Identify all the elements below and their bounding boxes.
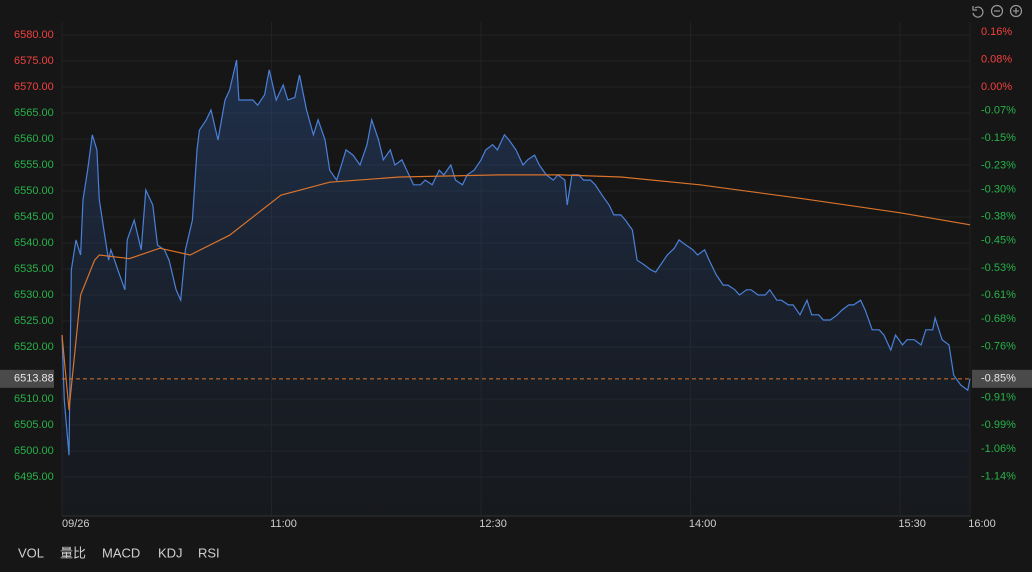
series-line	[61, 59, 971, 456]
indicator-tab[interactable]: KDJ	[158, 545, 183, 560]
last-price-box	[0, 369, 54, 388]
y-tick-label: 6505.00	[14, 419, 54, 431]
y2-tick-label: -1.06%	[981, 443, 1016, 455]
reset-button[interactable]	[972, 6, 984, 18]
y-tick-label: 6510.00	[14, 393, 54, 405]
price-area	[62, 60, 970, 516]
y2-tick-label: -0.76%	[981, 340, 1016, 352]
y2-tick-label: -0.45%	[981, 235, 1016, 247]
y-tick-label: 6565.00	[14, 107, 54, 119]
toolbar	[972, 4, 1023, 18]
y2-tick-label: -0.99%	[981, 419, 1016, 431]
y-tick-label: 6560.00	[14, 133, 54, 145]
last-change-box	[972, 369, 1032, 388]
series-line	[61, 174, 971, 410]
y2-tick-label: 0.08%	[981, 53, 1012, 65]
y-tick-label: 6530.00	[14, 289, 54, 301]
y2-tick-label: -0.23%	[981, 159, 1016, 171]
x-tick-label: 11:00	[270, 518, 297, 530]
y2-tick-label: -1.14%	[981, 470, 1016, 482]
y2-tick-label: -0.68%	[981, 313, 1016, 325]
last-price-label: 6513.88	[14, 373, 54, 385]
y2-tick-label: -0.38%	[981, 211, 1016, 223]
y-tick-label: 6545.00	[14, 211, 54, 223]
indicator-tab[interactable]: VOL	[18, 545, 44, 560]
indicator-tab[interactable]: 量比	[60, 545, 86, 560]
zoom-in-button[interactable]	[1009, 4, 1023, 18]
y2-tick-label: -0.91%	[981, 392, 1016, 404]
x-tick-label: 15:30	[898, 518, 926, 530]
indicator-tabs: VOL 量比 MACD KDJ RSI	[18, 545, 220, 560]
y2-tick-label: -0.30%	[981, 183, 1016, 195]
indicator-tab[interactable]: RSI	[198, 545, 220, 560]
y-tick-label: 6555.00	[14, 159, 54, 171]
y-tick-label: 6525.00	[14, 315, 54, 327]
last-change-label: -0.85%	[981, 373, 1016, 385]
y2-tick-label: -0.53%	[981, 262, 1016, 274]
x-tick-label: 12:30	[479, 518, 507, 530]
y-tick-label: 6500.00	[14, 445, 54, 457]
y2-tick-label: -0.07%	[981, 105, 1016, 117]
y-tick-label: 6520.00	[14, 341, 54, 353]
y-tick-label: 6540.00	[14, 237, 54, 249]
indicator-tab[interactable]: MACD	[102, 545, 140, 560]
x-tick-label: 14:00	[689, 518, 717, 530]
y-tick-label: 6575.00	[14, 55, 54, 67]
zoom-out-button[interactable]	[990, 4, 1004, 18]
y-tick-label: 6535.00	[14, 263, 54, 275]
y2-tick-label: -0.15%	[981, 132, 1016, 144]
y-tick-label: 6495.00	[14, 471, 54, 483]
x-tick-label: 09/26	[62, 518, 90, 530]
y2-tick-label: -0.61%	[981, 289, 1016, 301]
y2-tick-label: 0.00%	[981, 81, 1012, 93]
y-tick-label: 6580.00	[14, 29, 54, 41]
y-tick-label: 6570.00	[14, 81, 54, 93]
x-tick-label: 16:00	[968, 518, 996, 530]
y-tick-label: 6550.00	[14, 185, 54, 197]
y2-tick-label: 0.16%	[981, 26, 1012, 38]
